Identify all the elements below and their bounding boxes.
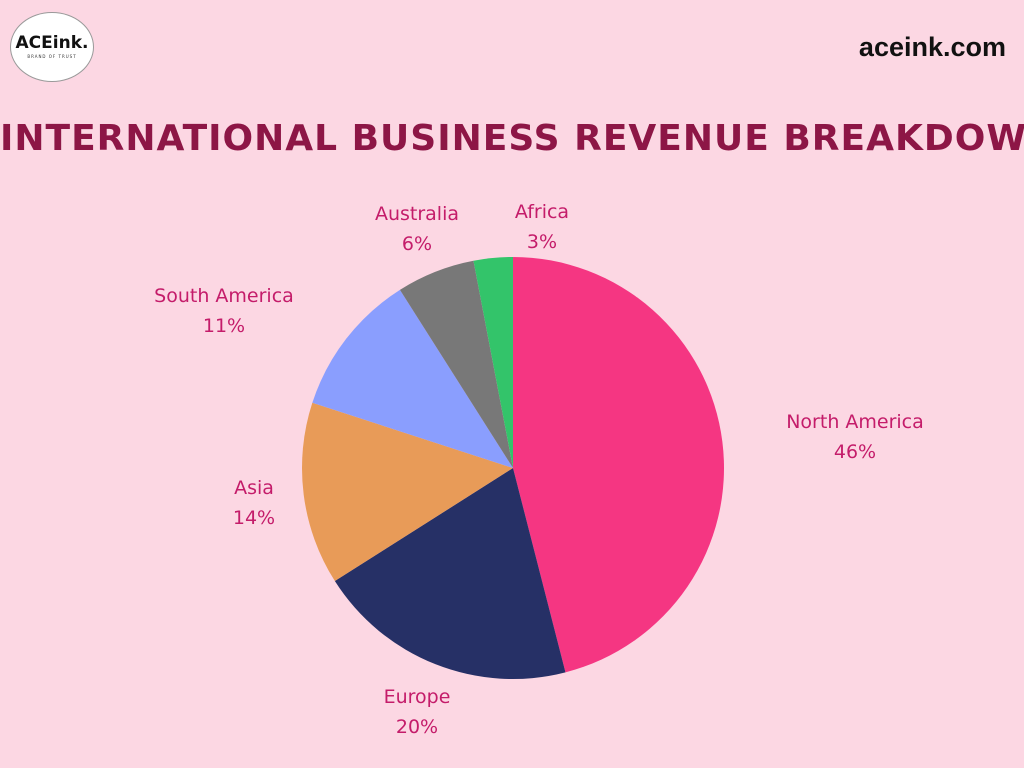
slice-value-europe: 20% <box>396 716 438 738</box>
pie-slice-south-america <box>312 289 513 468</box>
slice-label-south-america: South America <box>154 285 294 307</box>
pie-slice-north-america <box>513 257 724 673</box>
logo-name: ACEink. <box>15 33 89 53</box>
brand-logo: ACEink. BRAND OF TRUST <box>10 12 94 82</box>
slice-value-australia: 6% <box>402 233 432 255</box>
slice-label-africa: Africa <box>515 201 569 223</box>
slice-label-europe: Europe <box>384 686 451 708</box>
pie-slice-europe <box>334 468 566 680</box>
logo-tagline: BRAND OF TRUST <box>27 54 77 59</box>
pie-slice-australia <box>399 260 513 468</box>
slice-value-south-america: 11% <box>203 315 245 337</box>
slice-label-north-america: North America <box>786 411 924 433</box>
pie-slice-asia <box>302 402 513 582</box>
slice-label-asia: Asia <box>234 477 274 499</box>
pie-slice-africa <box>473 257 513 468</box>
slice-value-asia: 14% <box>233 507 275 529</box>
slice-value-africa: 3% <box>527 231 557 253</box>
chart-title: INTERNATIONAL BUSINESS REVENUE BREAKDOWN <box>0 118 1024 159</box>
slice-label-australia: Australia <box>375 203 459 225</box>
site-url: aceink.com <box>858 32 1006 62</box>
slice-value-north-america: 46% <box>834 441 876 463</box>
